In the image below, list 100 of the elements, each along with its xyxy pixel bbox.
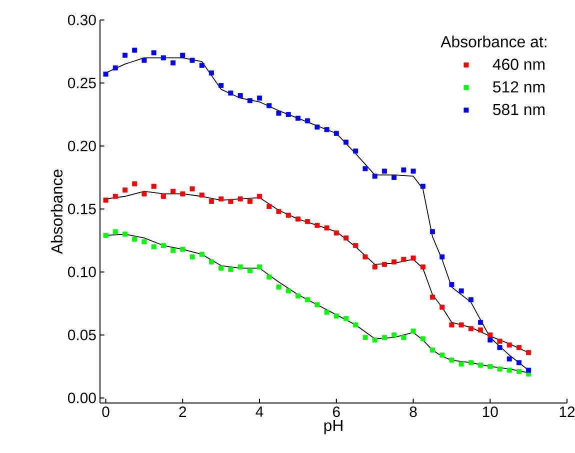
point [314, 124, 320, 130]
point [103, 72, 108, 77]
point [228, 266, 234, 272]
point [257, 194, 262, 199]
point [468, 326, 474, 332]
point [430, 229, 435, 234]
point [247, 268, 252, 274]
point [142, 239, 147, 244]
point [449, 322, 454, 328]
point [142, 191, 147, 196]
point [132, 236, 138, 242]
point [151, 184, 156, 189]
point [122, 232, 128, 237]
point [401, 334, 406, 340]
point [266, 103, 272, 108]
point [305, 118, 310, 124]
y-tick-label: 0.15 [68, 204, 96, 214]
point [410, 328, 416, 334]
point [372, 338, 378, 342]
point [344, 140, 348, 145]
point [516, 345, 522, 350]
x-axis-title: pH [324, 420, 342, 434]
point [430, 294, 435, 300]
point [458, 288, 464, 294]
x-tick-label: 4 [256, 406, 264, 417]
point [420, 264, 426, 270]
point [238, 93, 243, 98]
point [218, 196, 224, 202]
point [392, 174, 397, 180]
point [478, 320, 484, 325]
point [382, 168, 387, 174]
point [286, 112, 291, 117]
point [324, 225, 330, 230]
x-tick-label: 2 [179, 406, 186, 417]
point [410, 168, 416, 174]
point [305, 219, 310, 224]
point [122, 188, 128, 193]
point [132, 48, 138, 53]
point [247, 198, 252, 204]
point [160, 243, 166, 248]
point [468, 297, 474, 302]
point [372, 264, 378, 270]
y-tick-label: 0.25 [68, 78, 96, 88]
point [458, 361, 464, 366]
point [430, 348, 435, 353]
point [208, 259, 214, 264]
point [526, 350, 532, 356]
point [497, 366, 502, 372]
point [440, 352, 445, 358]
point [218, 266, 224, 271]
point [362, 334, 368, 340]
y-tick-label: 0.10 [68, 266, 96, 278]
point [122, 52, 128, 58]
point [151, 50, 156, 56]
point [180, 191, 186, 196]
x-tick-label: 10 [482, 406, 498, 418]
point [160, 194, 166, 199]
point [238, 264, 243, 270]
x-tick-label: 8 [410, 406, 417, 418]
point [276, 110, 282, 116]
point [295, 116, 300, 121]
point [170, 60, 176, 66]
point [478, 362, 484, 368]
point [276, 209, 282, 214]
x-tick-label: 0 [102, 406, 110, 418]
point [324, 127, 330, 132]
point [497, 345, 502, 350]
point [334, 314, 339, 319]
point [257, 264, 262, 270]
point [208, 70, 214, 76]
point [334, 230, 339, 236]
x-tick-label: 6 [332, 406, 340, 418]
point [286, 212, 291, 218]
point [382, 334, 387, 340]
point [247, 98, 252, 104]
point [257, 96, 262, 101]
y-tick-label: 0.00 [68, 392, 96, 404]
point [266, 204, 272, 209]
point [276, 284, 282, 290]
y-tick-label: 0.20 [68, 140, 96, 152]
point [449, 282, 454, 288]
point [190, 186, 195, 192]
point [170, 188, 176, 194]
point [190, 254, 195, 260]
point [344, 316, 348, 322]
point [208, 198, 214, 204]
point [228, 198, 234, 204]
point [180, 246, 186, 252]
point [449, 358, 454, 363]
point [488, 332, 493, 338]
point [382, 262, 387, 267]
point [440, 304, 445, 310]
point [401, 167, 406, 172]
point [497, 338, 502, 344]
point [334, 130, 339, 136]
point [314, 302, 320, 308]
legend-label: 581 nm [493, 104, 544, 116]
point [401, 256, 406, 262]
point [353, 148, 358, 154]
point [190, 58, 195, 63]
